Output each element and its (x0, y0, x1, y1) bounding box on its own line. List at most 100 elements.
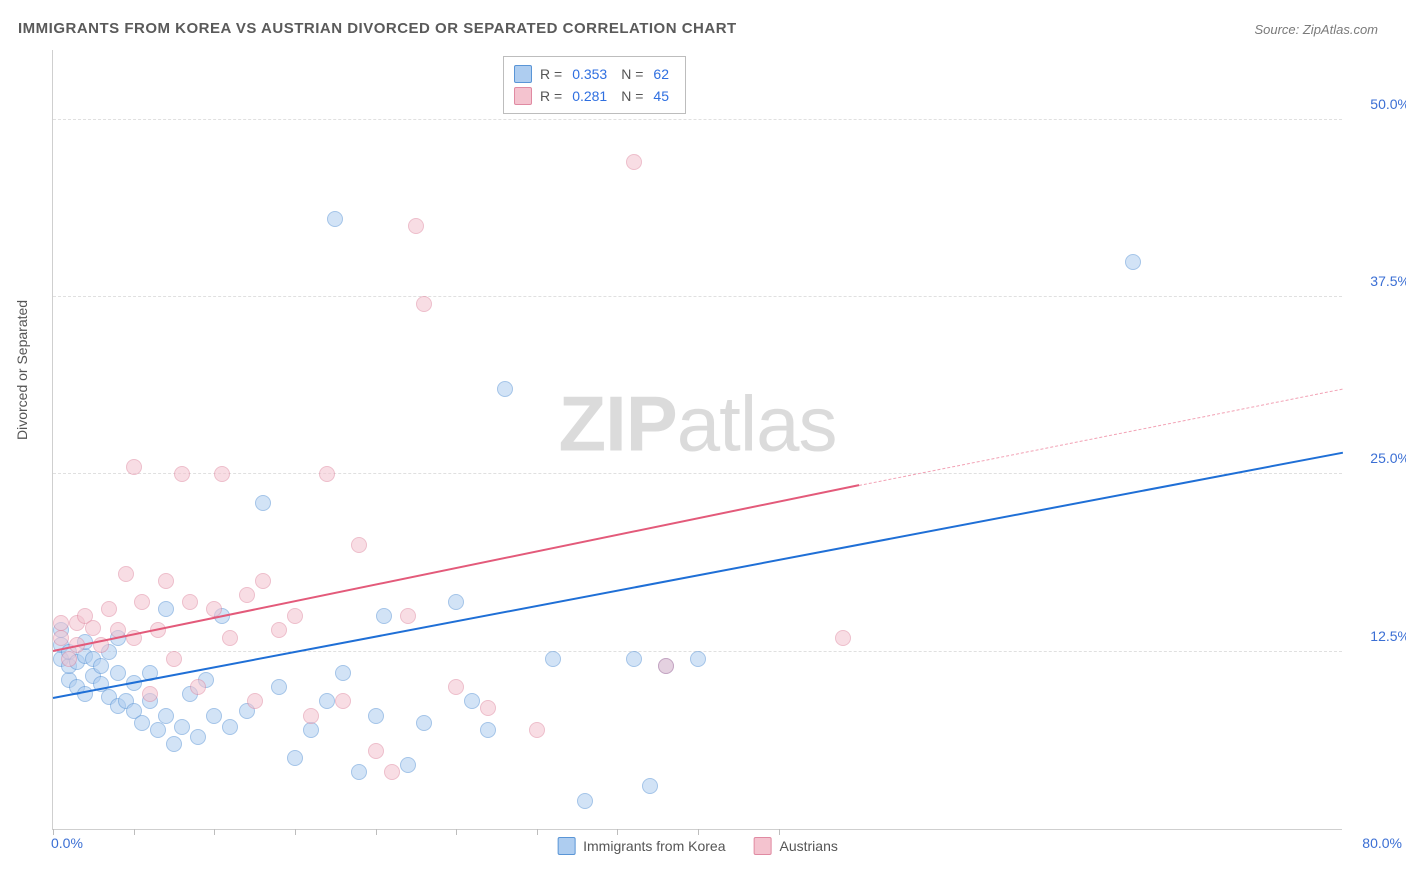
data-point (400, 608, 416, 624)
data-point (222, 719, 238, 735)
legend-swatch (754, 837, 772, 855)
data-point (303, 722, 319, 738)
data-point (287, 750, 303, 766)
data-point (408, 218, 424, 234)
legend-r-prefix: R = (540, 63, 562, 85)
data-point (271, 679, 287, 695)
data-point (134, 715, 150, 731)
data-point (158, 708, 174, 724)
chart-area: 12.5%25.0%37.5%50.0% ZIPatlas R =0.353N … (52, 50, 1342, 830)
data-point (416, 296, 432, 312)
data-point (158, 601, 174, 617)
data-point (658, 658, 674, 674)
legend-stat-row: R = 0.353 N = 62 (514, 63, 675, 85)
data-point (335, 693, 351, 709)
data-point (101, 601, 117, 617)
data-point (126, 459, 142, 475)
legend-n-value: 62 (653, 63, 669, 85)
x-origin-label: 0.0% (51, 835, 83, 851)
data-point (247, 693, 263, 709)
gridline-h (53, 473, 1342, 474)
data-point (255, 495, 271, 511)
legend-n-prefix: N = (621, 85, 643, 107)
data-point (190, 679, 206, 695)
data-point (287, 608, 303, 624)
data-point (255, 573, 271, 589)
legend-stat-row: R = 0.281 N = 45 (514, 85, 675, 107)
data-point (351, 537, 367, 553)
data-point (158, 573, 174, 589)
data-point (351, 764, 367, 780)
y-axis-label: Divorced or Separated (14, 300, 30, 440)
data-point (303, 708, 319, 724)
data-point (327, 211, 343, 227)
x-tick (214, 829, 215, 835)
legend-n-value: 45 (653, 85, 669, 107)
legend-series-label: Immigrants from Korea (583, 838, 725, 854)
data-point (319, 693, 335, 709)
data-point (190, 729, 206, 745)
page-title: IMMIGRANTS FROM KOREA VS AUSTRIAN DIVORC… (18, 20, 737, 37)
gridline-h (53, 296, 1342, 297)
data-point (166, 651, 182, 667)
data-point (142, 686, 158, 702)
data-point (214, 466, 230, 482)
y-tick-label: 25.0% (1350, 450, 1406, 466)
data-point (53, 615, 69, 631)
legend-swatch (514, 65, 532, 83)
data-point (110, 665, 126, 681)
data-point (480, 722, 496, 738)
data-point (497, 381, 513, 397)
data-point (118, 566, 134, 582)
data-point (335, 665, 351, 681)
gridline-h (53, 119, 1342, 120)
y-tick-label: 12.5% (1350, 628, 1406, 644)
data-point (239, 587, 255, 603)
legend-swatch (557, 837, 575, 855)
data-point (134, 594, 150, 610)
y-tick-label: 37.5% (1350, 273, 1406, 289)
legend-series: Immigrants from Korea Austrians (557, 837, 838, 855)
data-point (448, 679, 464, 695)
data-point (464, 693, 480, 709)
data-point (368, 743, 384, 759)
data-point (400, 757, 416, 773)
legend-r-prefix: R = (540, 85, 562, 107)
data-point (368, 708, 384, 724)
source-label: Source: ZipAtlas.com (1254, 22, 1378, 37)
legend-swatch (514, 87, 532, 105)
data-point (166, 736, 182, 752)
data-point (174, 719, 190, 735)
legend-r-value: 0.281 (572, 85, 607, 107)
data-point (174, 466, 190, 482)
data-point (448, 594, 464, 610)
legend-r-value: 0.353 (572, 63, 607, 85)
data-point (416, 715, 432, 731)
data-point (319, 466, 335, 482)
data-point (376, 608, 392, 624)
legend-series-label: Austrians (780, 838, 838, 854)
x-tick (617, 829, 618, 835)
plot-region: 12.5%25.0%37.5%50.0% (53, 50, 1342, 829)
data-point (222, 630, 238, 646)
data-point (577, 793, 593, 809)
data-point (85, 620, 101, 636)
legend-stats: R = 0.353 N = 62 R = 0.281 N = 45 (503, 56, 686, 114)
data-point (206, 708, 222, 724)
data-point (1125, 254, 1141, 270)
data-point (690, 651, 706, 667)
data-point (61, 651, 77, 667)
x-max-label: 80.0% (1362, 835, 1402, 851)
legend-n-prefix: N = (621, 63, 643, 85)
x-tick (134, 829, 135, 835)
x-tick (537, 829, 538, 835)
y-tick-label: 50.0% (1350, 96, 1406, 112)
data-point (626, 651, 642, 667)
data-point (53, 630, 69, 646)
data-point (384, 764, 400, 780)
x-tick (295, 829, 296, 835)
x-tick (779, 829, 780, 835)
data-point (835, 630, 851, 646)
data-point (271, 622, 287, 638)
data-point (150, 722, 166, 738)
